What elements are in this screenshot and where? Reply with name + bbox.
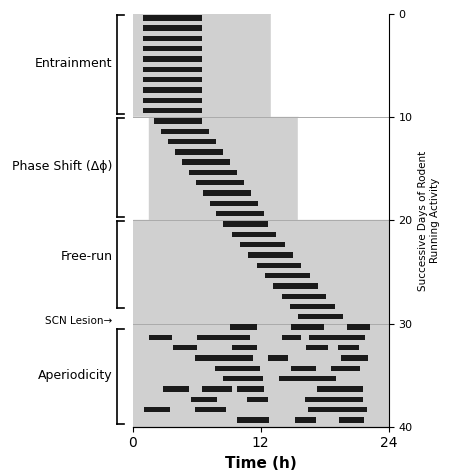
Bar: [191, 397, 217, 402]
Bar: [224, 365, 255, 371]
Bar: [291, 365, 316, 371]
Bar: [143, 15, 202, 20]
Bar: [223, 376, 249, 382]
Bar: [143, 108, 202, 113]
X-axis label: Time (h): Time (h): [225, 456, 297, 471]
Bar: [197, 335, 223, 340]
Bar: [298, 314, 343, 319]
Bar: [339, 386, 364, 392]
Bar: [143, 98, 202, 103]
Bar: [215, 365, 237, 371]
Bar: [268, 356, 288, 361]
Bar: [196, 180, 244, 185]
Bar: [232, 345, 256, 350]
Bar: [223, 221, 268, 227]
Bar: [304, 324, 324, 330]
Bar: [217, 211, 264, 217]
Bar: [308, 407, 338, 412]
Bar: [195, 407, 226, 412]
Bar: [305, 397, 336, 402]
Bar: [341, 356, 368, 361]
Bar: [163, 386, 189, 392]
Text: Aperiodicity: Aperiodicity: [38, 369, 112, 382]
Bar: [143, 56, 202, 62]
Bar: [195, 356, 228, 361]
Bar: [292, 324, 318, 330]
Bar: [294, 417, 317, 423]
Bar: [240, 242, 285, 247]
Text: Free-run: Free-run: [61, 250, 112, 263]
Text: SCN Lesion→: SCN Lesion→: [45, 317, 112, 327]
Bar: [265, 273, 310, 278]
Bar: [331, 365, 360, 371]
Bar: [168, 139, 216, 144]
Bar: [323, 397, 349, 402]
Bar: [319, 386, 343, 392]
Bar: [175, 149, 223, 155]
Bar: [306, 345, 328, 350]
Bar: [338, 407, 367, 412]
Bar: [210, 201, 257, 206]
Bar: [338, 345, 358, 350]
Bar: [309, 335, 337, 340]
Text: Entrainment: Entrainment: [35, 57, 112, 70]
Bar: [182, 159, 230, 165]
Bar: [202, 386, 232, 392]
Bar: [248, 252, 293, 258]
Bar: [237, 417, 257, 423]
Bar: [143, 46, 202, 52]
Text: Phase Shift (Δϕ): Phase Shift (Δϕ): [12, 160, 112, 173]
Bar: [143, 87, 202, 93]
Bar: [282, 293, 327, 299]
Bar: [282, 335, 301, 340]
Bar: [294, 376, 322, 382]
Y-axis label: Successive Days of Rodent
Running Activity: Successive Days of Rodent Running Activi…: [418, 150, 440, 291]
Bar: [341, 397, 363, 402]
Bar: [256, 263, 301, 268]
Bar: [144, 407, 170, 412]
Bar: [210, 356, 232, 361]
Bar: [324, 407, 346, 412]
Bar: [232, 232, 276, 237]
Bar: [237, 386, 264, 392]
Bar: [173, 345, 198, 350]
Bar: [332, 335, 365, 340]
Bar: [273, 283, 318, 289]
Bar: [154, 118, 202, 124]
Bar: [230, 324, 257, 330]
Bar: [143, 26, 202, 31]
Bar: [230, 376, 264, 382]
Bar: [217, 335, 250, 340]
Bar: [279, 376, 301, 382]
Bar: [143, 67, 202, 72]
Bar: [339, 417, 364, 423]
Bar: [242, 417, 269, 423]
Bar: [237, 417, 268, 423]
Bar: [283, 376, 312, 382]
Bar: [317, 386, 338, 392]
Bar: [290, 304, 335, 309]
Bar: [247, 397, 268, 402]
Bar: [189, 170, 237, 175]
Bar: [346, 324, 370, 330]
Bar: [231, 356, 253, 361]
Bar: [161, 128, 209, 134]
Bar: [304, 376, 336, 382]
Bar: [202, 191, 251, 196]
Bar: [149, 335, 172, 340]
Bar: [143, 77, 202, 82]
Bar: [143, 36, 202, 41]
Bar: [234, 365, 260, 371]
